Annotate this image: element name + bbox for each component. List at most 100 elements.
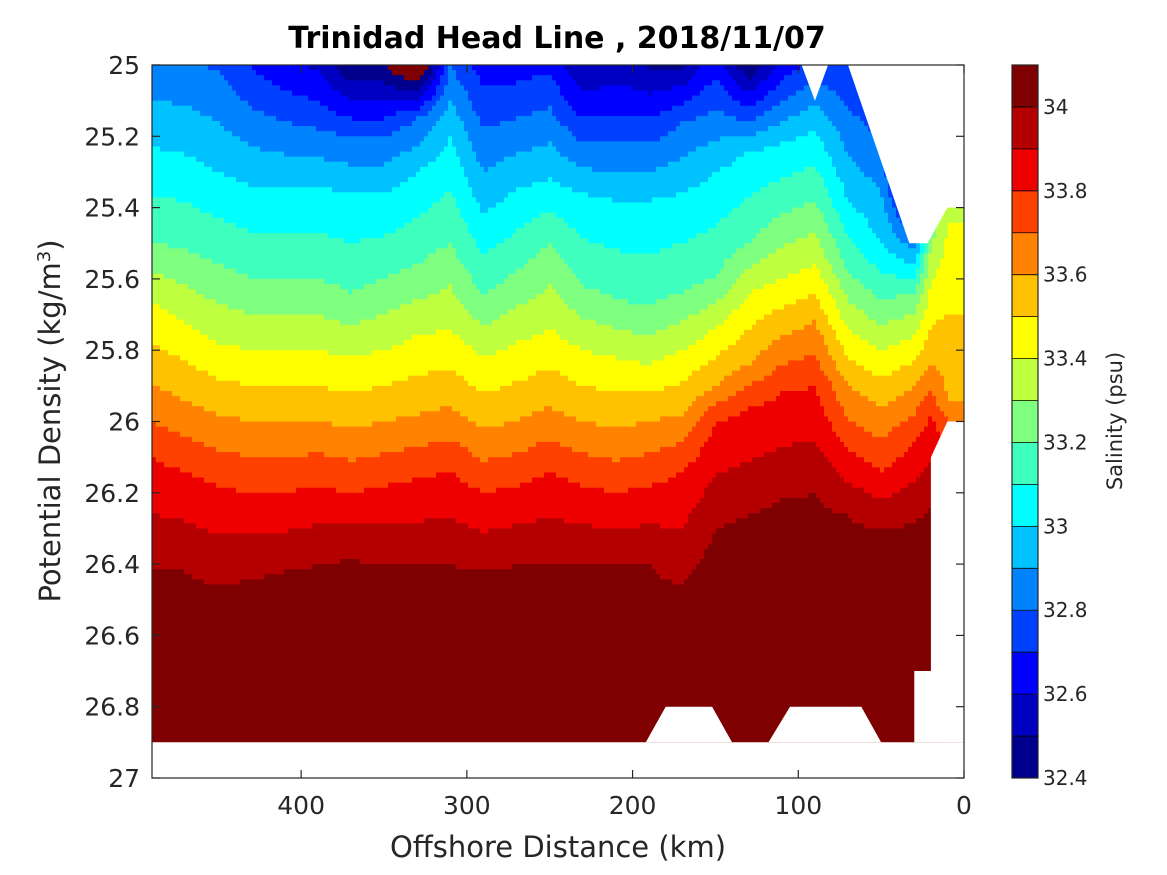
contour-cell <box>236 273 241 311</box>
contour-cell <box>624 85 629 117</box>
contour-cell <box>800 238 805 270</box>
contour-cell <box>896 294 901 321</box>
contour-cell <box>504 85 509 122</box>
contour-cell <box>704 365 709 392</box>
contour-cell <box>928 365 933 392</box>
contour-cell <box>792 360 797 392</box>
contour-cell <box>348 355 353 392</box>
contour-cell <box>888 299 893 321</box>
contour-cell <box>356 80 361 102</box>
contour-cell <box>612 492 617 530</box>
contour-cell <box>440 472 445 519</box>
contour-cell <box>476 390 481 428</box>
contour-cell <box>328 110 333 132</box>
contour-cell <box>280 457 285 494</box>
contour-cell <box>284 385 289 423</box>
contour-cell <box>420 105 425 117</box>
contour-cell <box>160 243 165 275</box>
contour-cell <box>356 457 361 494</box>
contour-cell <box>452 334 457 372</box>
contour-cell <box>460 304 465 341</box>
contour-cell <box>532 564 537 778</box>
contour-cell <box>532 446 537 479</box>
contour-cell <box>636 202 641 255</box>
contour-cell <box>256 110 261 148</box>
contour-cell <box>884 350 889 377</box>
contour-cell <box>380 121 385 137</box>
contour-cell <box>844 324 849 356</box>
contour-cell <box>828 233 833 265</box>
contour-cell <box>276 233 281 280</box>
contour-cell <box>700 65 705 92</box>
contour-cell <box>596 426 601 458</box>
contour-cell <box>716 401 721 423</box>
contour-cell <box>752 136 757 153</box>
contour-cell <box>296 156 301 188</box>
colorbar-tick-label: 34 <box>1043 95 1068 119</box>
contour-cell <box>512 121 517 158</box>
contour-cell <box>428 65 433 76</box>
contour-cell <box>376 136 381 168</box>
contour-cell <box>556 294 561 336</box>
contour-cell <box>500 314 505 351</box>
contour-cell <box>200 334 205 372</box>
contour-cell <box>744 136 749 153</box>
contour-cell <box>500 161 505 204</box>
contour-cell <box>432 253 437 295</box>
contour-cell <box>608 564 613 778</box>
contour-cell <box>224 345 229 382</box>
contour-cell <box>436 411 441 443</box>
contour-cell <box>436 329 441 372</box>
contour-cell <box>768 452 773 509</box>
contour-cell <box>312 187 317 234</box>
contour-cell <box>476 115 481 163</box>
contour-cell <box>552 289 557 331</box>
contour-cell <box>484 171 489 214</box>
contour-cell <box>860 396 865 428</box>
contour-cell <box>744 197 749 244</box>
contour-cell <box>260 278 265 316</box>
contour-cell <box>616 65 621 86</box>
contour-cell <box>248 278 253 316</box>
contour-cell <box>688 314 693 346</box>
contour-cell <box>320 385 325 423</box>
contour-cell <box>748 385 753 407</box>
contour-cell <box>724 115 729 137</box>
contour-cell <box>216 584 221 778</box>
contour-cell <box>340 65 345 76</box>
contour-cell <box>428 253 433 295</box>
contour-cell <box>188 105 193 158</box>
contour-cell <box>644 304 649 336</box>
contour-cell <box>828 197 833 234</box>
contour-cell <box>832 390 837 433</box>
contour-cell <box>404 90 409 102</box>
contour-cell <box>444 289 449 331</box>
contour-cell <box>840 182 845 224</box>
contour-cell <box>376 487 381 524</box>
contour-cell <box>884 299 889 326</box>
contour-cell <box>724 90 729 117</box>
contour-cell <box>632 65 637 92</box>
contour-cell <box>920 233 925 255</box>
colorbar-swatch <box>1012 106 1038 150</box>
contour-cell <box>692 121 697 153</box>
contour-cell <box>452 70 457 107</box>
contour-cell <box>784 65 789 76</box>
contour-cell <box>680 70 685 86</box>
contour-cell <box>240 227 245 275</box>
contour-cell <box>532 65 537 76</box>
contour-cell <box>704 309 709 336</box>
contour-cell <box>540 518 545 565</box>
contour-cell <box>572 452 577 484</box>
contour-cell <box>900 243 905 260</box>
contour-cell <box>656 65 661 71</box>
contour-cell <box>600 85 605 117</box>
contour-cell <box>700 309 705 341</box>
contour-cell <box>900 365 905 397</box>
contour-cell <box>384 100 389 117</box>
contour-cell <box>648 253 653 305</box>
contour-cell <box>736 278 741 311</box>
contour-cell <box>280 233 285 280</box>
contour-cell <box>412 110 417 122</box>
contour-cell <box>492 126 497 168</box>
